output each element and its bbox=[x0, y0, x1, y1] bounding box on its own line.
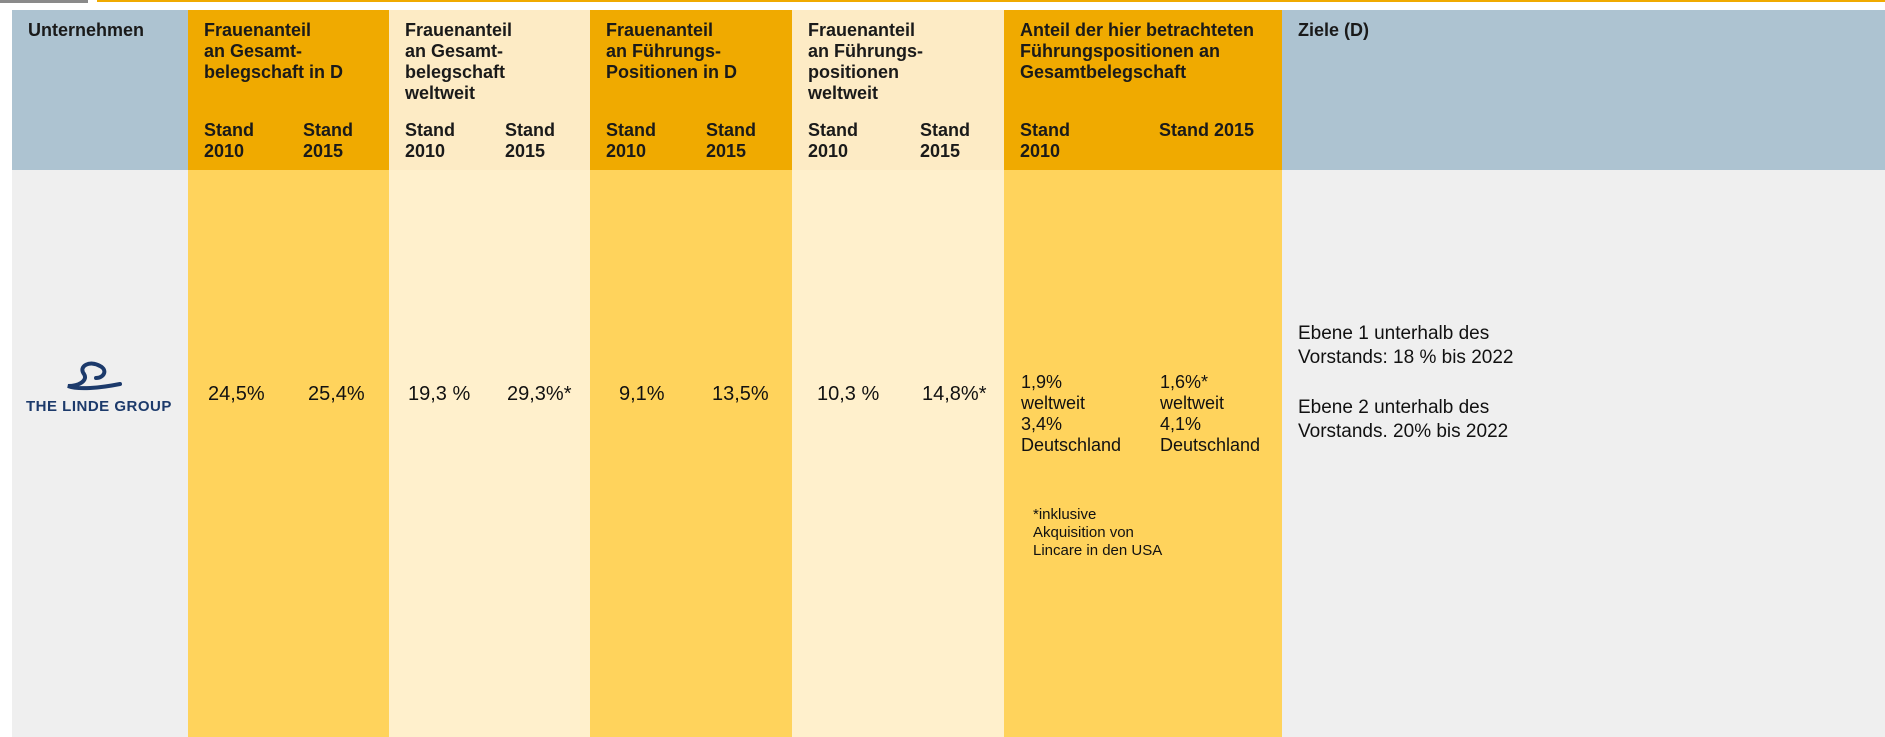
cell-value: 13,5% bbox=[712, 383, 769, 405]
col-header-bg bbox=[590, 10, 792, 170]
col-body-bg bbox=[1004, 170, 1282, 737]
footnote-line: *inklusive bbox=[1033, 506, 1097, 523]
col-header-bg bbox=[1004, 10, 1282, 170]
sub-header: Stand 2015 bbox=[920, 120, 971, 161]
company-name: THE LINDE GROUP bbox=[26, 398, 172, 415]
group-title: Frauenanteil an Gesamt- belegschaft in D bbox=[204, 20, 344, 82]
share-line: 4,1% bbox=[1160, 414, 1202, 434]
cell-value: 29,3%* bbox=[507, 383, 572, 405]
sub-header: Stand 2010 bbox=[405, 120, 456, 161]
goals-body-bg bbox=[1282, 170, 1885, 737]
col-body-bg bbox=[188, 170, 389, 737]
share-line: weltweit bbox=[1021, 393, 1086, 413]
cell-value: 9,1% bbox=[619, 383, 665, 405]
cell-value: 14,8%* bbox=[922, 383, 987, 405]
col-header-bg bbox=[792, 10, 1004, 170]
company-body-bg bbox=[12, 170, 188, 737]
goals-text: Ebene 1 unterhalb des Vorstands: 18 % bi… bbox=[1298, 322, 1548, 444]
group-title: Frauenanteil an Führungs- positionen wel… bbox=[808, 20, 923, 103]
sub-header: Stand 2010 bbox=[1020, 120, 1071, 161]
share-line: 1,6%* bbox=[1160, 372, 1209, 392]
goals-header-bg bbox=[1282, 10, 1885, 170]
group-title: Frauenanteil an Gesamt- belegschaft welt… bbox=[405, 20, 513, 103]
footnote-line: Lincare in den USA bbox=[1033, 542, 1163, 559]
group-title: Frauenanteil an Führungs- Positionen in … bbox=[606, 20, 738, 82]
cell-value: 19,3 % bbox=[408, 383, 471, 405]
share-line: weltweit bbox=[1160, 393, 1225, 413]
col-body-bg bbox=[389, 170, 590, 737]
col-header-bg bbox=[188, 10, 389, 170]
sub-header: Stand 2010 bbox=[808, 120, 859, 161]
top-gray-bar bbox=[0, 0, 88, 3]
cell-value: 10,3 % bbox=[817, 383, 880, 405]
sub-header: Stand 2010 bbox=[606, 120, 657, 161]
sub-header: Stand 2010 bbox=[204, 120, 255, 161]
share-line: Deutschland bbox=[1021, 435, 1122, 455]
sub-header: Stand 2015 bbox=[706, 120, 757, 161]
col-body-bg bbox=[590, 170, 792, 737]
col-header-bg bbox=[389, 10, 590, 170]
header-company: Unternehmen bbox=[28, 20, 145, 40]
group-title: Anteil der hier betrachteten Führungspos… bbox=[1020, 20, 1255, 82]
goal: Ebene 2 unterhalb des Vorstands. 20% bis… bbox=[1298, 397, 1509, 442]
cell-value: 25,4% bbox=[308, 383, 365, 405]
sub-header: Stand 2015 bbox=[303, 120, 354, 161]
goal: Ebene 1 unterhalb des Vorstands: 18 % bi… bbox=[1298, 323, 1514, 368]
share-line: 1,9% bbox=[1021, 372, 1063, 392]
col-body-bg bbox=[792, 170, 1004, 737]
cell-value: 24,5% bbox=[208, 383, 265, 405]
footnote-line: Akquisition von bbox=[1033, 524, 1134, 541]
linde-logo bbox=[67, 361, 122, 391]
share-line: Deutschland bbox=[1160, 435, 1261, 455]
top-orange-line bbox=[97, 0, 1885, 2]
sub-header: Stand 2015 bbox=[505, 120, 556, 161]
header-goals: Ziele (D) bbox=[1298, 20, 1370, 40]
company-header-bg bbox=[12, 10, 188, 170]
share-line: 3,4% bbox=[1021, 414, 1063, 434]
sub-header: Stand 2015 bbox=[1159, 120, 1255, 140]
